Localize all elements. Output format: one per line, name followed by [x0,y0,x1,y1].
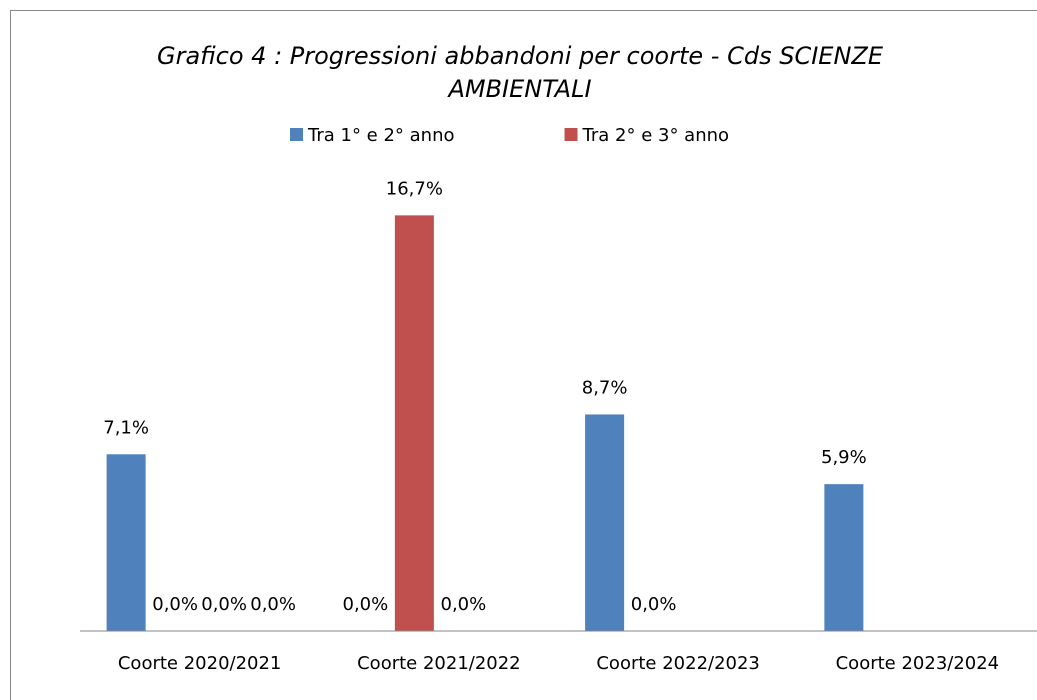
data-label: 0,0% [343,594,389,615]
bar [824,484,864,631]
legend-label: Tra 1° e 2° anno [307,125,455,146]
data-label: 0,0% [631,594,677,615]
data-label: 0,0% [441,594,487,615]
legend-swatch [564,128,578,141]
legend-label: Tra 2° e 3° anno [582,125,730,146]
bar [106,454,146,631]
data-label: 5,9% [821,447,867,468]
data-label: 8,7% [582,377,628,398]
data-label: 7,1% [103,417,149,438]
data-label: 0,0% [250,594,296,615]
page: Grafico 4 : Progressioni abbandoni per c… [10,10,1037,700]
data-label: 16,7% [386,178,443,199]
bar [394,215,434,631]
chart: Tra 1° e 2° anno Tra 2° e 3° anno Coorte 2… [80,125,1037,674]
x-tick-label: Coorte 2020/2021 [118,653,282,674]
legend-swatch [290,128,303,141]
data-label: 0,0% [152,594,198,615]
x-tick-label: Coorte 2022/2023 [596,653,760,674]
data-label: 0,0% [201,594,247,615]
x-tick-label: Coorte 2023/2024 [836,653,1000,674]
chart-title: Grafico 4 : Progressioni abbandoni per c… [156,42,883,103]
chart-frame [10,10,1037,700]
x-tick-label: Coorte 2021/2022 [357,653,521,674]
bar [585,414,625,631]
